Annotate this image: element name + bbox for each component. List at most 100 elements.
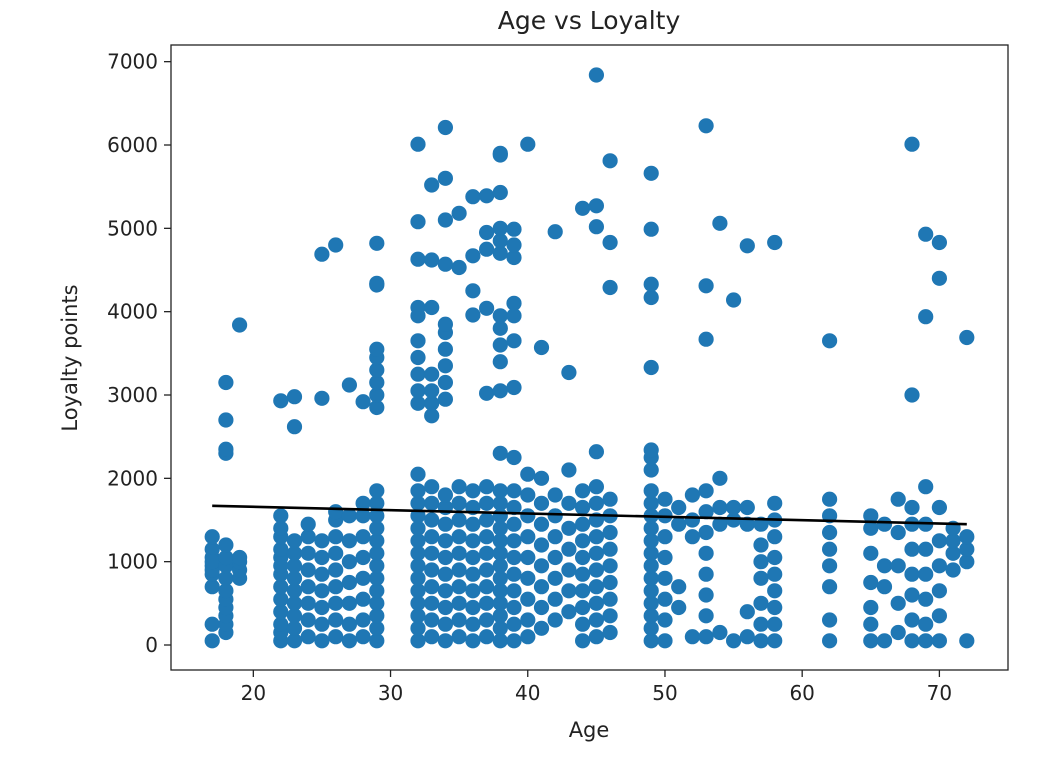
data-point [465,549,481,566]
data-point [863,633,879,649]
data-point [410,620,426,636]
data-point [424,395,440,411]
data-point [506,483,522,499]
data-point [876,633,893,649]
data-point [588,479,605,495]
data-point [931,608,948,624]
data-point [588,595,605,611]
data-point [739,629,755,645]
data-point [369,520,385,536]
data-point [355,629,371,645]
data-point [657,491,673,507]
data-point [767,566,783,582]
data-point [602,591,618,607]
data-point [643,520,659,536]
data-point [286,389,303,405]
data-point [561,541,577,557]
data-point [369,374,385,391]
data-point [643,495,659,511]
data-point [506,633,522,649]
data-point [890,558,906,574]
data-point [437,533,453,549]
data-point [492,595,508,611]
data-point [643,221,659,237]
data-point [588,67,605,83]
data-point [218,537,234,553]
data-point [437,358,453,374]
data-point [479,241,495,257]
data-point [451,595,467,611]
data-point [726,633,742,649]
data-point [369,545,385,561]
data-point [684,487,701,503]
data-point [341,533,357,549]
data-point [671,599,687,616]
data-point [588,629,605,645]
data-point [863,616,879,632]
data-point [424,479,440,495]
data-point [424,177,440,193]
data-point [575,200,591,216]
data-point [822,491,838,507]
data-point [822,558,838,574]
data-point [588,612,605,628]
data-point [410,299,426,316]
data-point [547,224,563,240]
data-point [561,364,577,381]
data-point [767,529,783,545]
data-point [931,499,948,516]
data-point [863,574,879,591]
data-point [506,221,522,237]
data-point [767,583,783,599]
data-point [437,633,453,649]
data-point [369,558,385,574]
data-point [314,549,330,566]
data-point [918,616,934,632]
data-point [492,383,508,399]
data-point [479,479,495,495]
data-point [410,333,426,349]
data-point [273,579,289,595]
data-point [643,608,659,624]
data-point [506,249,522,266]
plot-area-frame [170,44,1009,671]
data-point [547,487,563,503]
data-point [369,275,385,291]
data-point [369,583,385,599]
data-point [204,633,220,649]
data-point [698,545,714,561]
data-point [739,499,755,516]
data-point [890,491,906,507]
data-point [753,616,769,632]
data-point [863,520,879,536]
data-point [355,570,371,586]
data-point [492,495,508,511]
data-point [506,583,522,599]
data-point [492,558,508,574]
data-point [561,462,577,478]
y-tick-label: 0 [145,633,158,657]
data-point [876,558,893,574]
data-point [369,508,385,524]
data-point [437,516,453,532]
data-point [520,487,536,503]
data-point [698,118,714,134]
data-point [602,624,618,641]
data-point [286,419,303,435]
data-point [588,444,605,460]
data-point [218,549,234,566]
data-point [492,337,508,353]
data-point [410,466,426,482]
data-point [218,583,234,599]
data-point [643,558,659,574]
data-point [410,383,426,399]
data-point [479,529,495,545]
data-point [506,379,522,396]
data-point [643,462,659,478]
data-point [424,299,440,316]
data-point [437,119,453,136]
data-point [286,633,303,649]
data-point [533,599,550,616]
data-point [300,529,316,545]
data-point [959,554,975,570]
